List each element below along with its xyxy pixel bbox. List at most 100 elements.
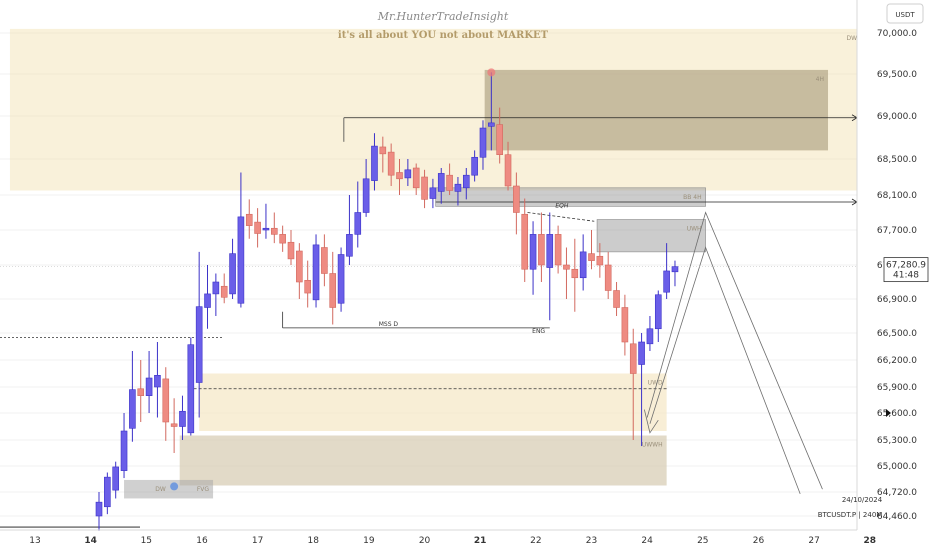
- candle[interactable]: [462, 168, 470, 200]
- candle[interactable]: [254, 208, 261, 248]
- candle-body: [279, 234, 286, 244]
- candle[interactable]: [104, 472, 111, 515]
- candle[interactable]: [604, 251, 612, 299]
- candle[interactable]: [404, 159, 412, 186]
- candle[interactable]: [220, 273, 228, 304]
- candle[interactable]: [187, 337, 195, 436]
- currency-selector[interactable]: USDT: [886, 3, 924, 24]
- candle[interactable]: [613, 282, 620, 316]
- candle-body: [262, 227, 270, 231]
- candle[interactable]: [279, 225, 286, 252]
- candle[interactable]: [437, 168, 445, 204]
- candle[interactable]: [663, 243, 670, 299]
- candle[interactable]: [362, 159, 370, 217]
- candle[interactable]: [496, 107, 503, 164]
- current-price-tag[interactable]: 67,280.941:48: [883, 257, 929, 283]
- candle[interactable]: [629, 328, 637, 440]
- candle-body: [120, 430, 128, 471]
- candle[interactable]: [521, 198, 529, 283]
- date-tick-label: 28: [863, 536, 876, 546]
- date-tick-label: 18: [308, 536, 320, 546]
- candle[interactable]: [195, 251, 203, 418]
- candle[interactable]: [596, 243, 604, 278]
- candle[interactable]: [245, 199, 253, 239]
- candle[interactable]: [229, 238, 236, 299]
- candle[interactable]: [354, 181, 362, 248]
- date-tick-label: 15: [141, 536, 152, 546]
- candle[interactable]: [429, 178, 437, 209]
- candle-body: [462, 174, 470, 189]
- candle[interactable]: [546, 212, 554, 321]
- zone-label: FVG: [197, 486, 210, 493]
- candle[interactable]: [95, 492, 103, 531]
- candle-body: [104, 476, 111, 508]
- candle[interactable]: [237, 172, 245, 308]
- candle-body: [137, 388, 145, 396]
- candle[interactable]: [538, 212, 545, 283]
- candle[interactable]: [170, 398, 178, 453]
- candle[interactable]: [513, 172, 520, 235]
- candle[interactable]: [129, 351, 136, 442]
- current-price-label: 67,280.9: [886, 261, 926, 271]
- candle[interactable]: [287, 230, 295, 265]
- candle-body: [296, 250, 303, 283]
- candle[interactable]: [137, 360, 145, 422]
- candle[interactable]: [554, 225, 562, 274]
- candle[interactable]: [120, 413, 128, 479]
- candle[interactable]: [396, 159, 403, 195]
- candle[interactable]: [262, 203, 270, 239]
- date-tick-label: 20: [419, 536, 431, 546]
- candle-body: [145, 377, 153, 396]
- candle[interactable]: [488, 72, 495, 151]
- candle[interactable]: [154, 342, 161, 418]
- zone-fvg: [124, 479, 214, 499]
- candle[interactable]: [379, 136, 387, 173]
- price-tick-label: 68,500.0: [877, 155, 917, 165]
- candle[interactable]: [638, 333, 645, 447]
- candle[interactable]: [479, 120, 487, 170]
- candle[interactable]: [337, 247, 345, 312]
- candle[interactable]: [145, 351, 153, 413]
- candle[interactable]: [412, 163, 420, 196]
- candle-body: [179, 410, 186, 427]
- projection-hook: [643, 409, 659, 434]
- candle[interactable]: [446, 163, 453, 196]
- candle[interactable]: [529, 221, 537, 295]
- candle-body: [170, 423, 178, 427]
- candle[interactable]: [162, 367, 170, 441]
- candle[interactable]: [179, 395, 186, 440]
- price-axis[interactable]: 70,000.0 69,500.0 69,000.0 68,500.0 68,100.0…: [856, 0, 932, 550]
- candle[interactable]: [329, 251, 337, 325]
- candle[interactable]: [579, 234, 587, 291]
- candle[interactable]: [471, 150, 478, 182]
- candle-body: [421, 176, 428, 200]
- candle[interactable]: [671, 260, 679, 287]
- candle[interactable]: [346, 195, 353, 265]
- candle[interactable]: [646, 316, 654, 351]
- candle[interactable]: [588, 230, 595, 270]
- candle[interactable]: [296, 243, 303, 299]
- candle[interactable]: [621, 294, 629, 356]
- candle[interactable]: [571, 238, 579, 312]
- zone-label: UWWH: [642, 442, 663, 449]
- candle[interactable]: [312, 234, 320, 308]
- candle[interactable]: [112, 461, 119, 499]
- candle[interactable]: [387, 143, 395, 186]
- candle[interactable]: [563, 247, 570, 300]
- candle[interactable]: [321, 234, 328, 287]
- candle[interactable]: [204, 265, 211, 329]
- candle[interactable]: [654, 290, 662, 343]
- candle[interactable]: [504, 141, 512, 191]
- candle[interactable]: [304, 260, 311, 308]
- price-tick-label: 69,000.0: [877, 112, 917, 122]
- candles-layer[interactable]: [95, 72, 679, 531]
- candle[interactable]: [454, 177, 462, 206]
- candle[interactable]: [421, 169, 428, 209]
- zone-4h: [484, 69, 829, 151]
- candle[interactable]: [371, 133, 378, 191]
- candle[interactable]: [270, 212, 278, 244]
- zone-uwd: [199, 373, 667, 431]
- candle[interactable]: [212, 273, 220, 317]
- date-axis[interactable]: 13 14 15 16 17 18 19 20 21 22 23 24 25 26 27 28: [0, 529, 876, 546]
